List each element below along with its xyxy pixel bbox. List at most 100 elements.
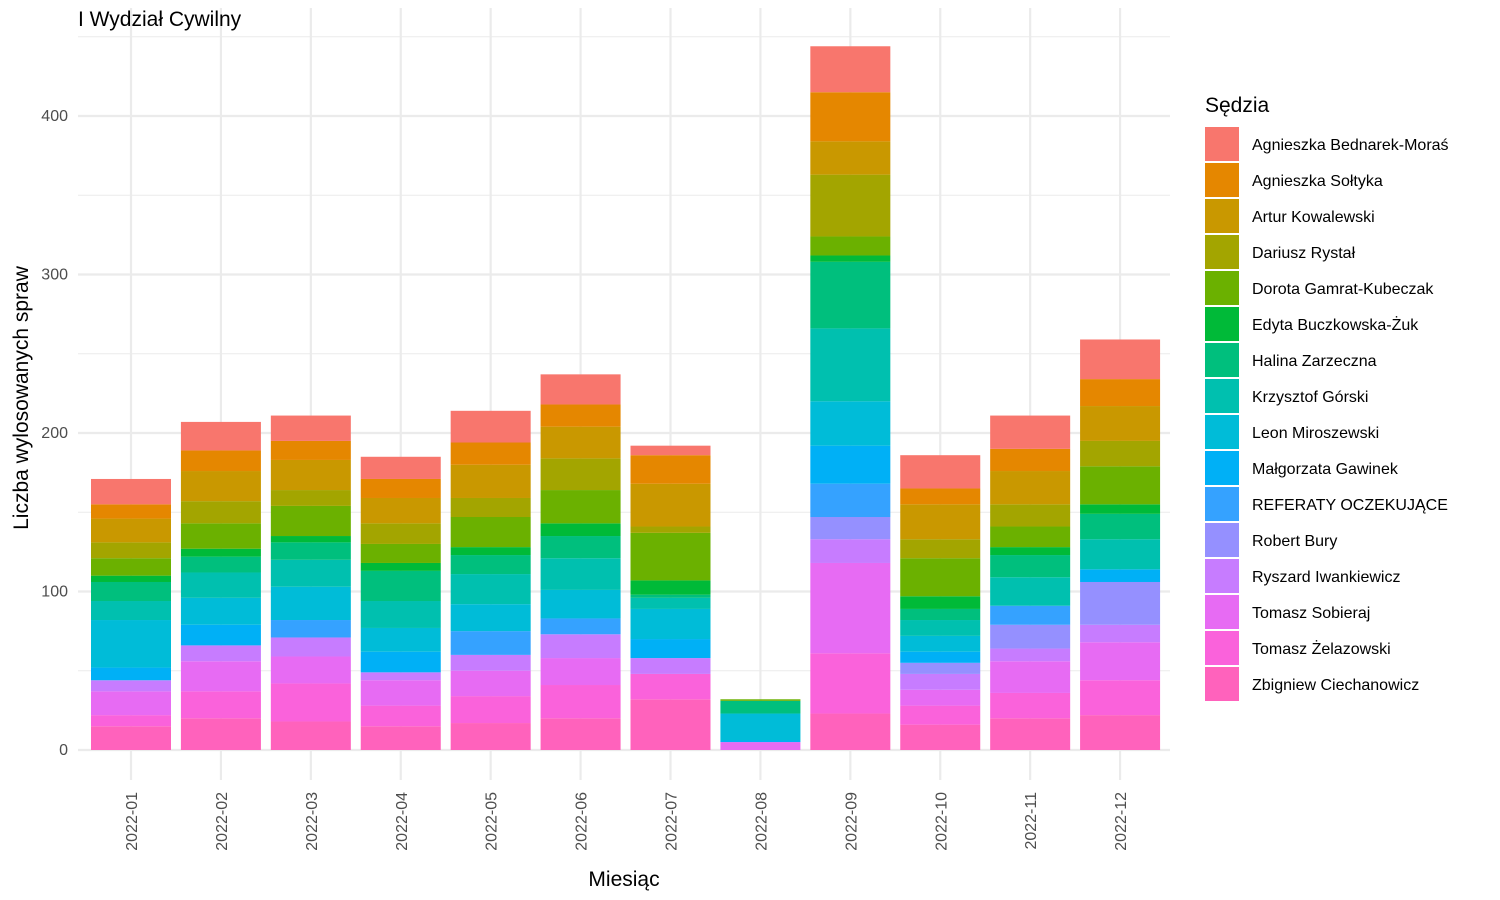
bar-segment	[1080, 642, 1161, 681]
bar-segment	[91, 518, 171, 543]
legend-item: Tomasz Sobieraj	[1205, 595, 1370, 629]
legend-label: Ryszard Iwankiewicz	[1252, 569, 1400, 586]
bar-segment	[900, 651, 981, 663]
bar-segment	[630, 483, 711, 527]
legend-item: Ryszard Iwankiewicz	[1205, 559, 1400, 593]
legend-item: Agnieszka Sołtyka	[1205, 163, 1383, 197]
bar-segment	[91, 680, 171, 692]
y-tick-label: 100	[41, 584, 68, 601]
bar-segment	[990, 471, 1071, 505]
bar-segment	[540, 536, 621, 559]
legend-label: Zbigniew Ciechanowicz	[1252, 677, 1419, 694]
bar-segment	[180, 471, 261, 502]
legend-key	[1205, 379, 1239, 413]
bar-stack-2022-04	[360, 456, 441, 750]
bar-segment	[900, 705, 981, 725]
bar-segment	[1080, 569, 1161, 582]
legend: Sędzia Agnieszka Bednarek-Moraś Agnieszka…	[1205, 94, 1449, 701]
bar-segment	[630, 639, 711, 659]
bar-segment	[810, 174, 891, 237]
bar-segment	[630, 597, 711, 609]
bar-segment	[270, 721, 351, 750]
bar-segment	[990, 448, 1071, 472]
bar-segment	[91, 726, 171, 750]
bar-segment	[270, 440, 351, 460]
bar-segment	[630, 699, 711, 750]
bar-stack-2022-10	[900, 455, 981, 750]
legend-label: Małgorzata Gawinek	[1252, 461, 1399, 478]
y-axis-title: Liczba wylosowanych spraw	[10, 265, 33, 530]
bar-segment	[1080, 466, 1161, 505]
bar-segment	[270, 459, 351, 491]
bar-segment	[91, 542, 171, 559]
legend-key	[1205, 523, 1239, 557]
bar-segment	[810, 261, 891, 329]
bar-segment	[450, 547, 531, 556]
legend-item: Edyta Buczkowska-Żuk	[1205, 307, 1419, 341]
legend-key	[1205, 127, 1239, 161]
bar-segment	[900, 662, 981, 674]
bar-segment	[450, 517, 531, 548]
legend-label: Agnieszka Bednarek-Moraś	[1252, 137, 1449, 154]
bar-segment	[180, 548, 261, 557]
bar-stack-2022-05	[450, 410, 531, 750]
bar-segment	[810, 539, 891, 563]
legend-label: REFERATY OCZEKUJĄCE	[1252, 497, 1448, 514]
legend-item: Krzysztof Górski	[1205, 379, 1368, 413]
legend-item: Artur Kowalewski	[1205, 199, 1375, 233]
bar-segment	[180, 645, 261, 662]
bar-segment	[900, 608, 981, 621]
bar-segment	[540, 634, 621, 659]
y-tick-label: 300	[41, 267, 68, 284]
bar-segment	[91, 558, 171, 576]
bar-segment	[450, 670, 531, 697]
bar-segment	[990, 415, 1071, 449]
bar-segment	[1080, 513, 1161, 540]
bar-segment	[180, 572, 261, 598]
bar-segment	[900, 673, 981, 690]
legend-label: Artur Kowalewski	[1252, 209, 1375, 226]
bar-segment	[180, 501, 261, 524]
bar-segment	[990, 624, 1071, 649]
bar-segment	[720, 700, 801, 714]
bar-segment	[91, 581, 171, 602]
bar-segment	[360, 562, 441, 571]
bar-segment	[630, 658, 711, 674]
bar-segment	[270, 415, 351, 441]
bar-segment	[990, 504, 1071, 527]
bar-segment	[360, 705, 441, 727]
bar-segment	[720, 740, 801, 743]
bar-stack-2022-09	[810, 46, 891, 750]
bar-segment	[720, 742, 801, 750]
bar-segment	[270, 542, 351, 560]
legend-label: Leon Miroszewski	[1252, 425, 1379, 442]
bars-layer	[91, 46, 1161, 750]
legend-label: Dorota Gamrat-Kubeczak	[1252, 281, 1434, 298]
bar-segment	[990, 648, 1071, 662]
bar-stack-2022-11	[990, 415, 1071, 750]
legend-key	[1205, 451, 1239, 485]
bar-segment	[1080, 379, 1161, 407]
legend-label: Tomasz Sobieraj	[1252, 605, 1370, 622]
bar-segment	[540, 558, 621, 590]
bar-segment	[360, 456, 441, 479]
bar-segment	[360, 497, 441, 524]
bar-segment	[180, 624, 261, 646]
bar-segment	[540, 658, 621, 686]
bar-segment	[990, 555, 1071, 578]
bar-segment	[360, 726, 441, 750]
bar-segment	[450, 654, 531, 671]
x-axis: 2022-01 2022-02 2022-03 2022-04 2022-05 2022-…	[124, 792, 1130, 851]
x-axis-title: Miesiąc	[588, 868, 659, 891]
bar-segment	[990, 526, 1071, 548]
bar-segment	[540, 685, 621, 719]
legend-key	[1205, 487, 1239, 521]
bar-segment	[990, 605, 1071, 625]
bar-segment	[91, 601, 171, 621]
bar-segment	[1080, 715, 1161, 750]
bar-segment	[1080, 504, 1161, 514]
bar-segment	[630, 526, 711, 533]
bar-segment	[270, 536, 351, 543]
bar-segment	[720, 699, 801, 701]
bar-segment	[91, 478, 171, 505]
